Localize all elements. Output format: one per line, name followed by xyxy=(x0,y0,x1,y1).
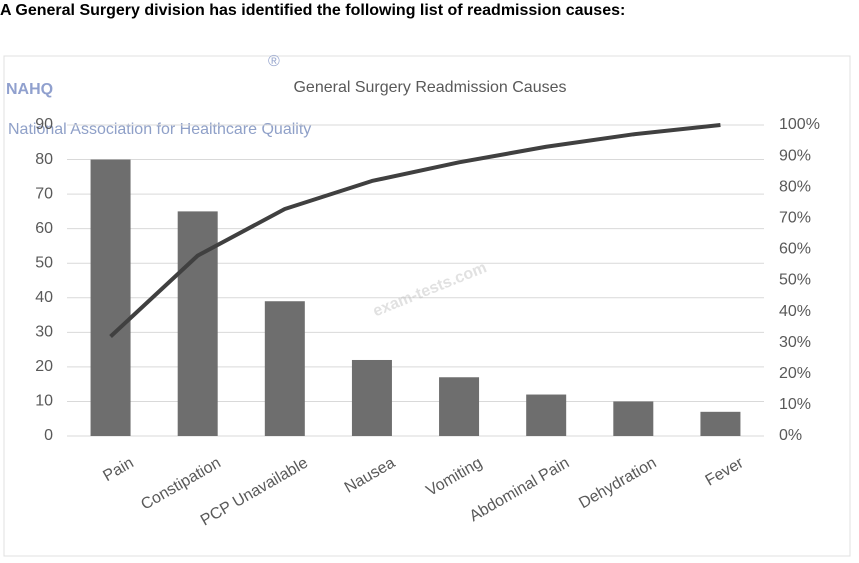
bar xyxy=(700,411,741,436)
y2-tick-label: 60% xyxy=(779,241,811,258)
bar xyxy=(526,394,567,436)
y2-tick-label: 100% xyxy=(779,116,820,133)
y2-tick-label: 90% xyxy=(779,147,811,164)
bar xyxy=(439,377,480,436)
chart-title: General Surgery Readmission Causes xyxy=(293,79,566,96)
bar xyxy=(177,211,218,436)
cumulative-line xyxy=(109,123,721,338)
chart-frame xyxy=(3,55,851,557)
y-tick-label: 90 xyxy=(35,116,53,133)
question: A General Surgery division has identifie… xyxy=(0,2,625,19)
watermark: exam-tests.com xyxy=(371,259,490,320)
y2-tick-label: 0% xyxy=(779,427,802,444)
y-tick-label: 60 xyxy=(35,220,53,237)
bar xyxy=(264,301,305,436)
y2-tick-label: 50% xyxy=(779,272,811,289)
x-tick-label: Constipation xyxy=(138,454,224,513)
x-tick-label: Vomiting xyxy=(424,454,486,499)
x-tick-label: Fever xyxy=(703,454,748,490)
y-tick-label: 50 xyxy=(35,254,53,271)
y-tick-label: 10 xyxy=(35,393,53,410)
y2-tick-label: 40% xyxy=(779,303,811,320)
y2-tick-label: 30% xyxy=(779,334,811,351)
logo-mark: ® xyxy=(268,53,280,70)
y-tick-label: 30 xyxy=(35,324,53,341)
y-tick-label: 70 xyxy=(35,185,53,202)
logo-tagline: National Association for Healthcare Qual… xyxy=(8,121,311,138)
y-tick-label: 0 xyxy=(44,427,53,444)
y2-tick-label: 80% xyxy=(779,178,811,195)
y-tick-label: 80 xyxy=(35,151,53,168)
x-tick-label: Nausea xyxy=(342,454,398,496)
y2-tick-label: 10% xyxy=(779,396,811,413)
y-tick-label: 20 xyxy=(35,358,53,375)
logo: NAHQ xyxy=(6,81,53,98)
x-tick-label: Pain xyxy=(100,454,136,485)
y2-tick-label: 20% xyxy=(779,365,811,382)
bar xyxy=(90,159,131,437)
bar xyxy=(351,359,392,436)
x-tick-label: Dehydration xyxy=(576,454,659,512)
y-tick-label: 40 xyxy=(35,289,53,306)
bar xyxy=(613,401,654,436)
y2-tick-label: 70% xyxy=(779,210,811,227)
